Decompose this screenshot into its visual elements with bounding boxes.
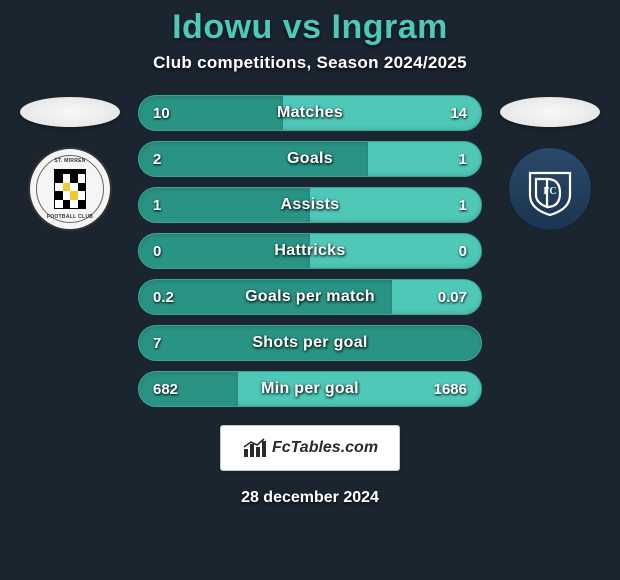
page-subtitle: Club competitions, Season 2024/2025 — [153, 53, 467, 73]
stat-row: 10 Matches 14 — [138, 95, 482, 131]
club-badge-left: ST. MIRREN FOOTBALL CLUB — [28, 147, 112, 231]
brand-logo[interactable]: FcTables.com — [220, 425, 400, 471]
club-badge-left-inner: ST. MIRREN FOOTBALL CLUB — [36, 155, 104, 223]
page-title: Idowu vs Ingram — [172, 8, 448, 47]
stat-row: 7 Shots per goal — [138, 325, 482, 361]
player-left-column: ST. MIRREN FOOTBALL CLUB — [20, 95, 120, 231]
chart-icon — [242, 437, 268, 459]
stat-value-right: 1 — [459, 151, 467, 168]
stat-value-left: 2 — [153, 151, 161, 168]
comparison-card: Idowu vs Ingram Club competitions, Seaso… — [0, 0, 620, 580]
stat-value-right: 14 — [450, 105, 467, 122]
svg-text:FC: FC — [543, 186, 556, 197]
stat-label: Assists — [280, 196, 339, 214]
shield-icon — [54, 169, 86, 209]
stats-column: 10Matches142Goals11Assists10Hattricks00.… — [138, 95, 482, 407]
stat-value-left: 0.2 — [153, 289, 174, 306]
stat-label: Matches — [277, 104, 343, 122]
main-row: ST. MIRREN FOOTBALL CLUB 10Matches142Goa… — [0, 95, 620, 407]
club-badge-right: FC — [508, 147, 592, 231]
stat-label: Goals per match — [245, 288, 375, 306]
badge-left-text-bottom: FOOTBALL CLUB — [47, 214, 93, 220]
brand-logo-text: FcTables.com — [272, 439, 378, 457]
stat-fill — [139, 142, 368, 176]
stat-value-right: 0 — [459, 243, 467, 260]
badge-left-text-top: ST. MIRREN — [54, 158, 85, 164]
stat-row: 0.2 Goals per match 0.07 — [138, 279, 482, 315]
stat-row: 682 Min per goal 1686 — [138, 371, 482, 407]
stat-row: 2 Goals 1 — [138, 141, 482, 177]
stat-value-left: 0 — [153, 243, 161, 260]
player-right-column: FC — [500, 95, 600, 231]
stat-value-right: 0.07 — [438, 289, 467, 306]
player-right-avatar — [500, 97, 600, 127]
stat-row: 1 Assists 1 — [138, 187, 482, 223]
stat-value-left: 7 — [153, 335, 161, 352]
stat-value-right: 1686 — [434, 381, 467, 398]
stat-label: Shots per goal — [252, 334, 367, 352]
player-left-avatar — [20, 97, 120, 127]
stat-row: 0 Hattricks 0 — [138, 233, 482, 269]
stat-value-left: 10 — [153, 105, 170, 122]
footer-date: 28 december 2024 — [241, 489, 379, 507]
stat-value-left: 1 — [153, 197, 161, 214]
stat-value-right: 1 — [459, 197, 467, 214]
stat-label: Min per goal — [261, 380, 359, 398]
dundee-crest-icon: FC — [520, 159, 580, 219]
stat-label: Goals — [287, 150, 333, 168]
stat-label: Hattricks — [274, 242, 345, 260]
stat-value-left: 682 — [153, 381, 178, 398]
